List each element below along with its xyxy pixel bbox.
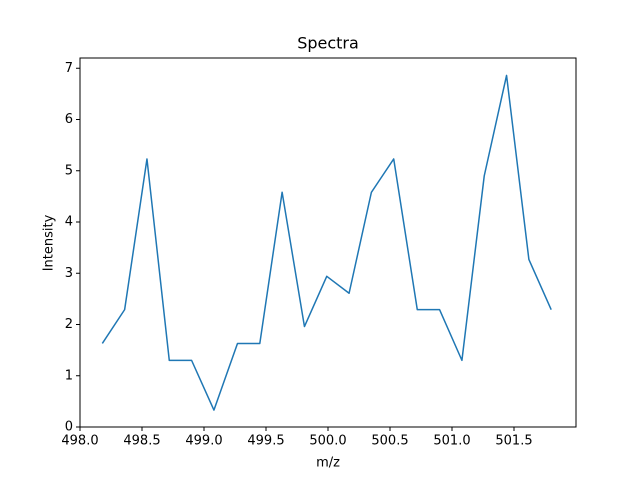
x-axis-label: m/z bbox=[316, 456, 340, 471]
x-tick-label: 501.5 bbox=[495, 434, 532, 449]
y-axis-label: Intensity bbox=[42, 214, 57, 271]
x-tick-label: 499.0 bbox=[185, 434, 222, 449]
x-tick-label: 500.5 bbox=[371, 434, 408, 449]
y-tick-label: 0 bbox=[65, 420, 73, 435]
y-tick-label: 5 bbox=[65, 163, 73, 178]
x-tick-label: 498.5 bbox=[123, 434, 160, 449]
plot-frame bbox=[79, 57, 577, 428]
x-tick-label: 498.0 bbox=[61, 434, 98, 449]
line-series bbox=[101, 74, 552, 411]
y-tick-label: 1 bbox=[65, 368, 73, 383]
y-tick-label: 7 bbox=[65, 61, 73, 76]
chart-title: Spectra bbox=[297, 34, 359, 53]
x-tick-label: 501.0 bbox=[433, 434, 470, 449]
x-tick-label: 500.0 bbox=[309, 434, 346, 449]
y-tick-label: 3 bbox=[65, 266, 73, 281]
y-tick-label: 6 bbox=[65, 112, 73, 127]
y-tick-label: 2 bbox=[65, 317, 73, 332]
y-tick-label: 4 bbox=[65, 215, 73, 230]
x-tick-label: 499.5 bbox=[247, 434, 284, 449]
